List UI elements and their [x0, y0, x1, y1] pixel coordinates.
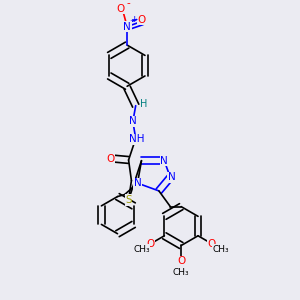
- Text: S: S: [125, 195, 132, 205]
- Text: N: N: [123, 22, 131, 32]
- Text: +: +: [130, 15, 138, 24]
- Text: N: N: [129, 116, 137, 126]
- Text: O: O: [177, 256, 185, 266]
- Text: O: O: [106, 154, 115, 164]
- Text: O: O: [138, 15, 146, 25]
- Text: O: O: [116, 4, 125, 14]
- Text: CH₃: CH₃: [213, 244, 230, 253]
- Text: N: N: [168, 172, 176, 182]
- Text: NH: NH: [129, 134, 145, 144]
- Text: O: O: [147, 238, 155, 249]
- Text: H: H: [140, 99, 147, 109]
- Text: N: N: [134, 178, 141, 188]
- Text: CH₃: CH₃: [133, 244, 150, 253]
- Text: -: -: [126, 0, 130, 8]
- Text: O: O: [208, 238, 216, 249]
- Text: N: N: [160, 156, 168, 166]
- Text: CH₃: CH₃: [173, 268, 190, 277]
